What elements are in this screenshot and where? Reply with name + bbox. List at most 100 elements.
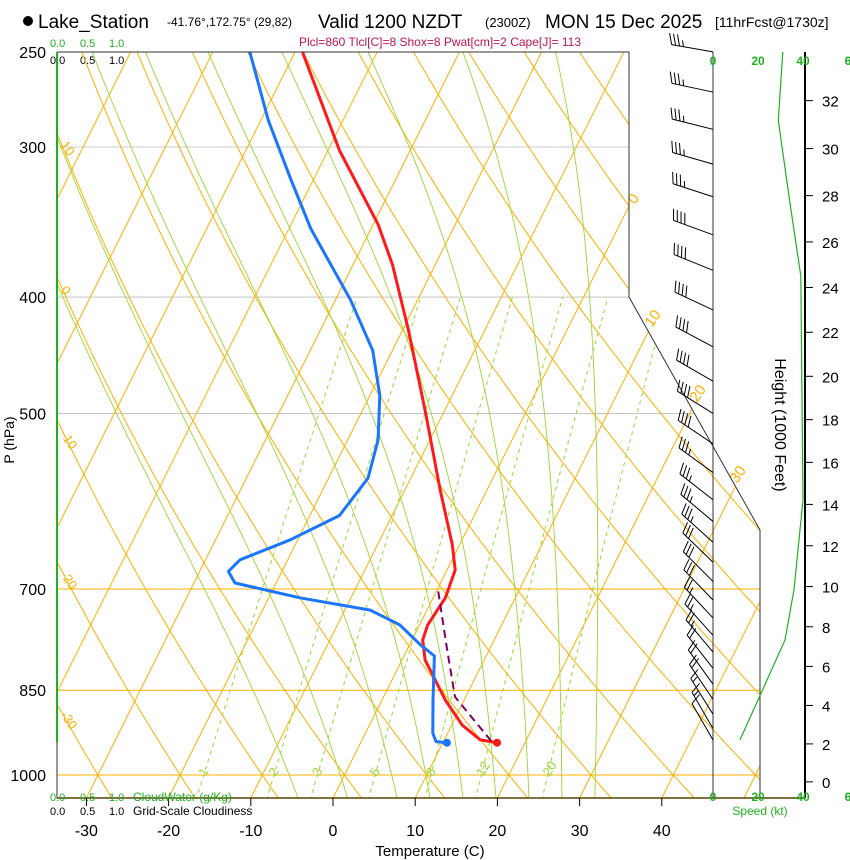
wind-barb bbox=[674, 280, 714, 311]
wind-barb bbox=[683, 576, 714, 619]
mixing-ratio-label: 5 bbox=[367, 765, 384, 779]
wind-barb-staff bbox=[682, 551, 714, 582]
height-tick-label: 16 bbox=[822, 455, 839, 472]
isotherm-line bbox=[249, 52, 635, 798]
cloud-scale-label: 1.0 bbox=[109, 55, 124, 67]
wind-barb-flag bbox=[686, 561, 693, 573]
wind-barb bbox=[685, 609, 714, 653]
wind-barb bbox=[682, 522, 714, 563]
pressure-tick-label: 850 bbox=[19, 683, 46, 700]
wind-barb-flag bbox=[669, 71, 673, 84]
wind-barb-flag bbox=[688, 564, 695, 576]
wind-barb-flag bbox=[684, 593, 691, 605]
utc-time: (2300Z) bbox=[485, 15, 531, 30]
dry-adiabat-line bbox=[455, 52, 760, 798]
wind-barb-staff bbox=[672, 183, 714, 198]
dry-adiabat-line bbox=[57, 52, 114, 798]
moist-adiabat-line bbox=[136, 52, 431, 798]
pressure-tick-label: 250 bbox=[19, 45, 46, 62]
dry-adiabat-line bbox=[57, 52, 281, 798]
wind-barb-flag bbox=[685, 285, 688, 298]
wind-barb-flag bbox=[670, 107, 673, 120]
speed-tick-label: 6 bbox=[845, 54, 850, 68]
wind-barb-flag bbox=[687, 596, 694, 608]
wind-barb-staff bbox=[671, 82, 714, 93]
height-tick-label: 20 bbox=[822, 369, 839, 386]
wind-barb-staff bbox=[678, 447, 714, 473]
wind-barb bbox=[684, 593, 714, 636]
cloud-scale-label: 0.0 bbox=[50, 806, 65, 818]
wind-barb bbox=[671, 140, 714, 165]
wind-barb-staff bbox=[674, 291, 714, 311]
wind-barb bbox=[690, 669, 714, 715]
wind-barb-flag bbox=[675, 315, 679, 328]
isotherm-line bbox=[57, 52, 142, 798]
wind-barb bbox=[673, 208, 714, 236]
cloud-scale-label: 0.0 bbox=[50, 38, 65, 50]
wind-barb-flag bbox=[686, 321, 689, 333]
parcel-line bbox=[437, 589, 493, 742]
temperature-tick-label: 30 bbox=[571, 823, 589, 840]
wind-barb-flag bbox=[687, 386, 691, 398]
height-tick-label: 4 bbox=[822, 698, 830, 715]
wind-speed-line bbox=[739, 51, 804, 741]
wind-barb-flag bbox=[682, 540, 689, 552]
temperature-tick-label: -10 bbox=[239, 823, 262, 840]
wind-barb-flag bbox=[680, 381, 684, 394]
wind-barb-staff bbox=[680, 494, 714, 522]
cloudwater-label: CloudWater (g/Kg) bbox=[133, 790, 232, 804]
wind-barb-staff bbox=[675, 326, 714, 348]
wind-barb-half-flag bbox=[689, 587, 694, 594]
moist-adiabat-line bbox=[357, 52, 530, 798]
station-name: Lake_Station bbox=[38, 12, 149, 33]
dry-adiabat-line bbox=[127, 52, 614, 798]
cloud-scale-label: 0.5 bbox=[80, 38, 95, 50]
cloud-scale-label: 0.5 bbox=[80, 55, 95, 67]
isotherm-label: 0 bbox=[624, 191, 643, 208]
dry-adiabat-line bbox=[182, 52, 698, 798]
mixing-ratio-line bbox=[423, 296, 564, 798]
wind-barb-flag bbox=[685, 524, 691, 537]
wind-barb-flag bbox=[677, 73, 681, 86]
height-tick-label: 24 bbox=[822, 280, 839, 297]
wind-barb bbox=[672, 172, 714, 198]
wind-barb-flag bbox=[681, 438, 686, 451]
wind-barb-staff bbox=[683, 586, 714, 619]
mixing-ratio-line bbox=[265, 296, 422, 798]
wind-barb-staff bbox=[683, 569, 714, 601]
pressure-tick-label: 1000 bbox=[10, 768, 46, 785]
wind-barb-flag bbox=[691, 683, 700, 693]
wind-barb-flag bbox=[683, 383, 688, 396]
height-axis-label: Height (1000 Feet) bbox=[771, 358, 788, 491]
wind-barb-staff bbox=[681, 513, 714, 543]
wind-barb-staff bbox=[677, 419, 714, 445]
dry-adiabat-label: -10 bbox=[58, 428, 81, 452]
isotherm-line bbox=[57, 52, 389, 798]
wind-barb bbox=[679, 462, 714, 501]
cloudiness-label: Grid-Scale Cloudiness bbox=[133, 804, 252, 818]
wind-barb-flag bbox=[687, 640, 696, 651]
y-axis-label: P (hPa) bbox=[1, 416, 17, 463]
height-tick-label: 8 bbox=[822, 620, 830, 637]
mixing-ratio-line bbox=[541, 296, 669, 798]
parcel-info: Plcl=860 Tlcl[C]=8 Shox=8 Pwat[cm]=2 Cap… bbox=[299, 35, 581, 49]
wind-barb-staff bbox=[687, 649, 714, 685]
mixing-ratio-line bbox=[195, 296, 358, 798]
wind-barb-staff bbox=[685, 619, 714, 653]
wind-barb-flag bbox=[683, 352, 687, 365]
wind-barb-flag bbox=[686, 354, 690, 367]
dry-adiabat-line bbox=[346, 52, 760, 798]
wind-barb bbox=[683, 559, 714, 601]
height-tick-label: 26 bbox=[822, 235, 839, 252]
wind-barb-flag bbox=[685, 441, 690, 453]
wind-barb-staff bbox=[690, 678, 714, 715]
isotherm-line bbox=[166, 52, 553, 798]
wind-barb-half-flag bbox=[689, 604, 694, 611]
forecast-info: [11hrFcst@1730z] bbox=[715, 14, 829, 30]
moist-adiabat-line bbox=[271, 52, 497, 798]
wind-barb-staff bbox=[689, 664, 714, 700]
wind-barb-half-flag bbox=[693, 690, 699, 697]
moist-adiabat-line bbox=[83, 52, 398, 798]
speed-tick-label: 40 bbox=[796, 54, 810, 68]
